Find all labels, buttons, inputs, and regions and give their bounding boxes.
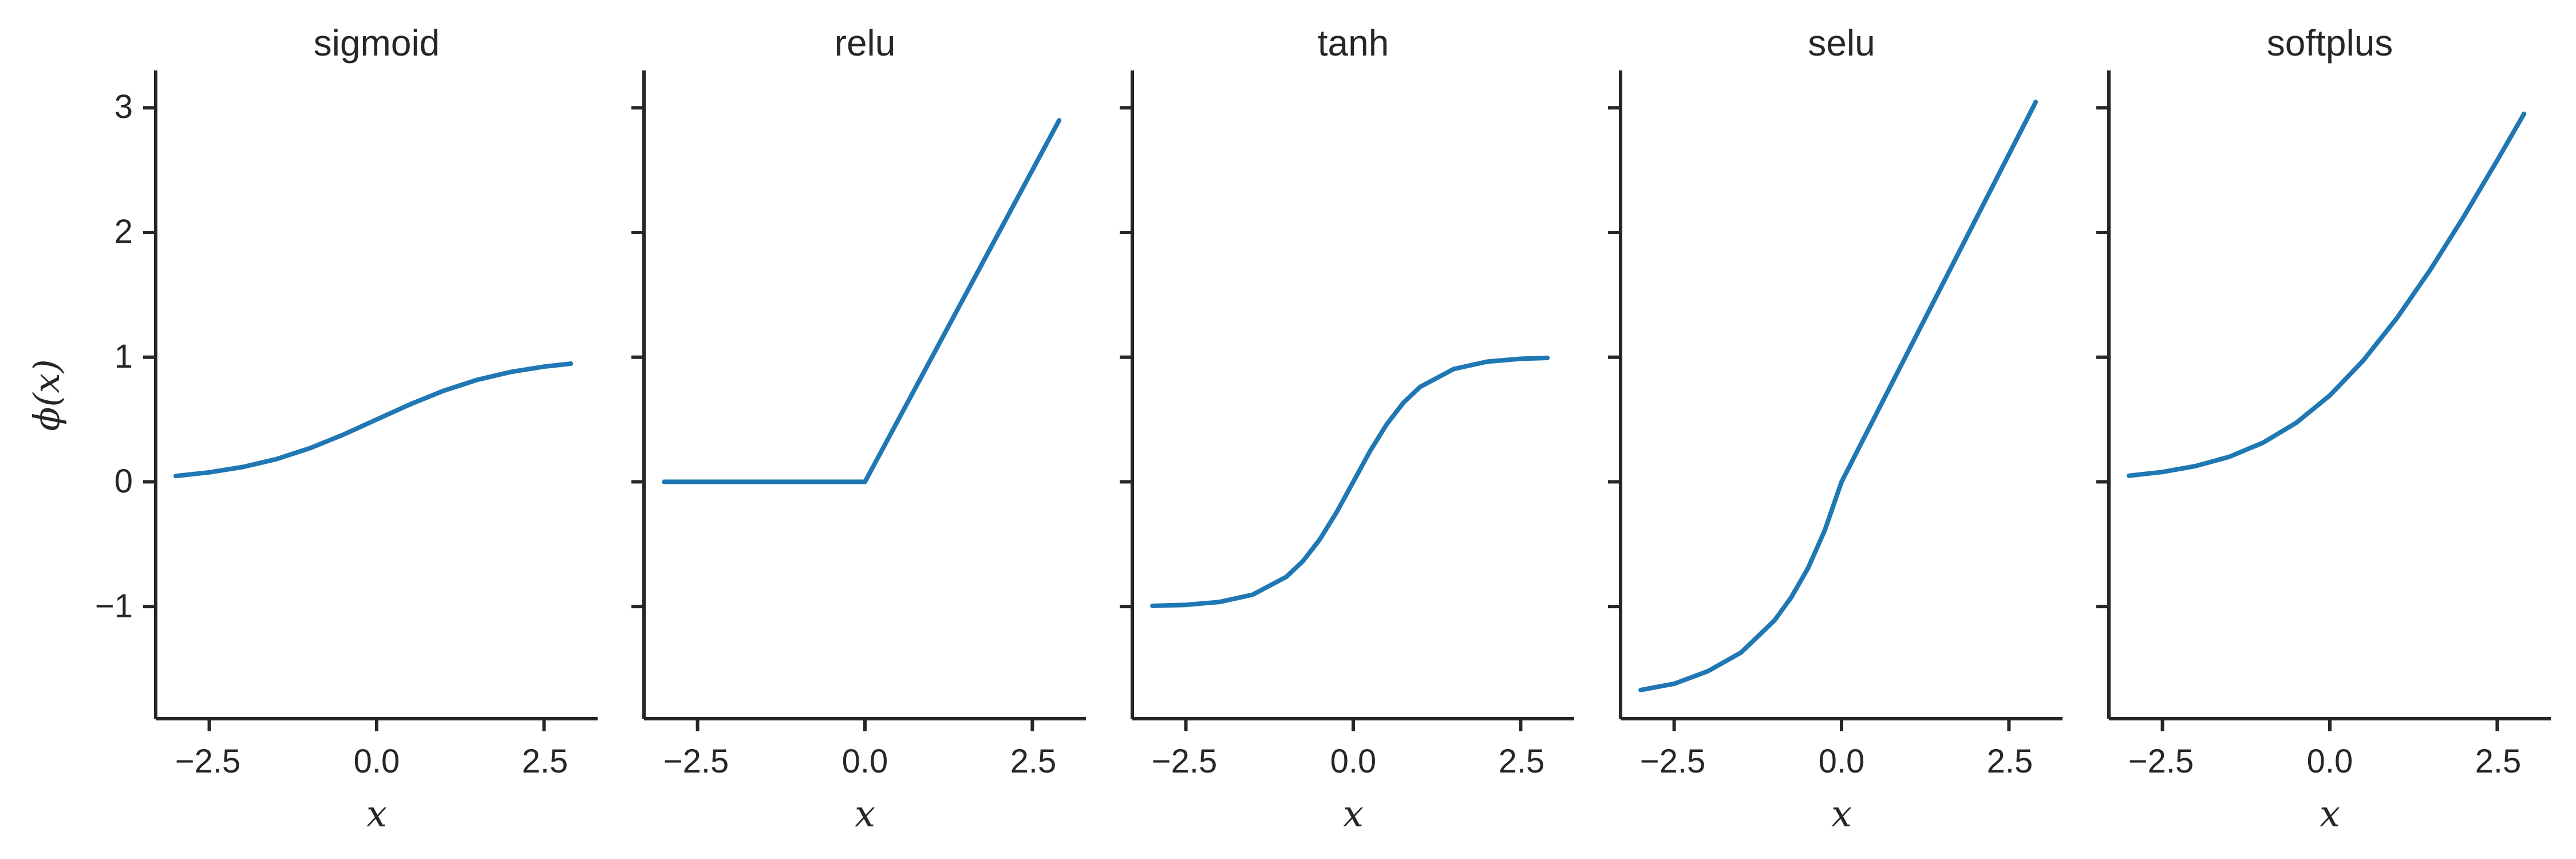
xtick-label: 2.5	[1986, 743, 2033, 780]
xtick-label: 0.0	[1818, 743, 1865, 780]
xtick-label: 2.5	[1498, 743, 1545, 780]
series-line-sigmoid	[173, 361, 574, 479]
ytick-label: 0	[114, 463, 133, 500]
panel-title-tanh: tanh	[1317, 22, 1389, 64]
x-axis-label-sigmoid: x	[366, 793, 388, 836]
ytick-label: 3	[114, 88, 133, 125]
xtick-label: 0.0	[353, 743, 400, 780]
x-axis-label-selu: x	[1831, 793, 1852, 836]
x-axis-label-relu: x	[854, 793, 876, 836]
panel-title-selu: selu	[1808, 22, 1875, 64]
panel-title-sigmoid: sigmoid	[313, 22, 440, 64]
ytick-label: −1	[94, 588, 133, 625]
xtick-label: −2.5	[663, 743, 729, 780]
series-line-tanh	[1150, 356, 1550, 608]
xtick-label: 0.0	[2306, 743, 2353, 780]
xtick-label: −2.5	[2128, 743, 2194, 780]
series-line-selu	[1638, 100, 2038, 692]
panel-title-softplus: softplus	[2266, 22, 2393, 64]
xtick-label: 2.5	[521, 743, 568, 780]
series-line-softplus	[2127, 111, 2527, 478]
xtick-label: 2.5	[2475, 743, 2522, 780]
ytick-label: 1	[114, 338, 133, 375]
xtick-label: 0.0	[841, 743, 888, 780]
ytick-label: 2	[114, 213, 133, 250]
x-axis-label-softplus: x	[2319, 793, 2341, 836]
series-line-relu	[662, 118, 1062, 484]
xtick-label: −2.5	[175, 743, 241, 780]
panel-title-relu: relu	[834, 22, 896, 64]
xtick-label: 0.0	[1330, 743, 1377, 780]
xtick-label: 2.5	[1010, 743, 1057, 780]
xtick-label: −2.5	[1151, 743, 1218, 780]
x-axis-label-tanh: x	[1342, 793, 1364, 836]
xtick-label: −2.5	[1639, 743, 1706, 780]
